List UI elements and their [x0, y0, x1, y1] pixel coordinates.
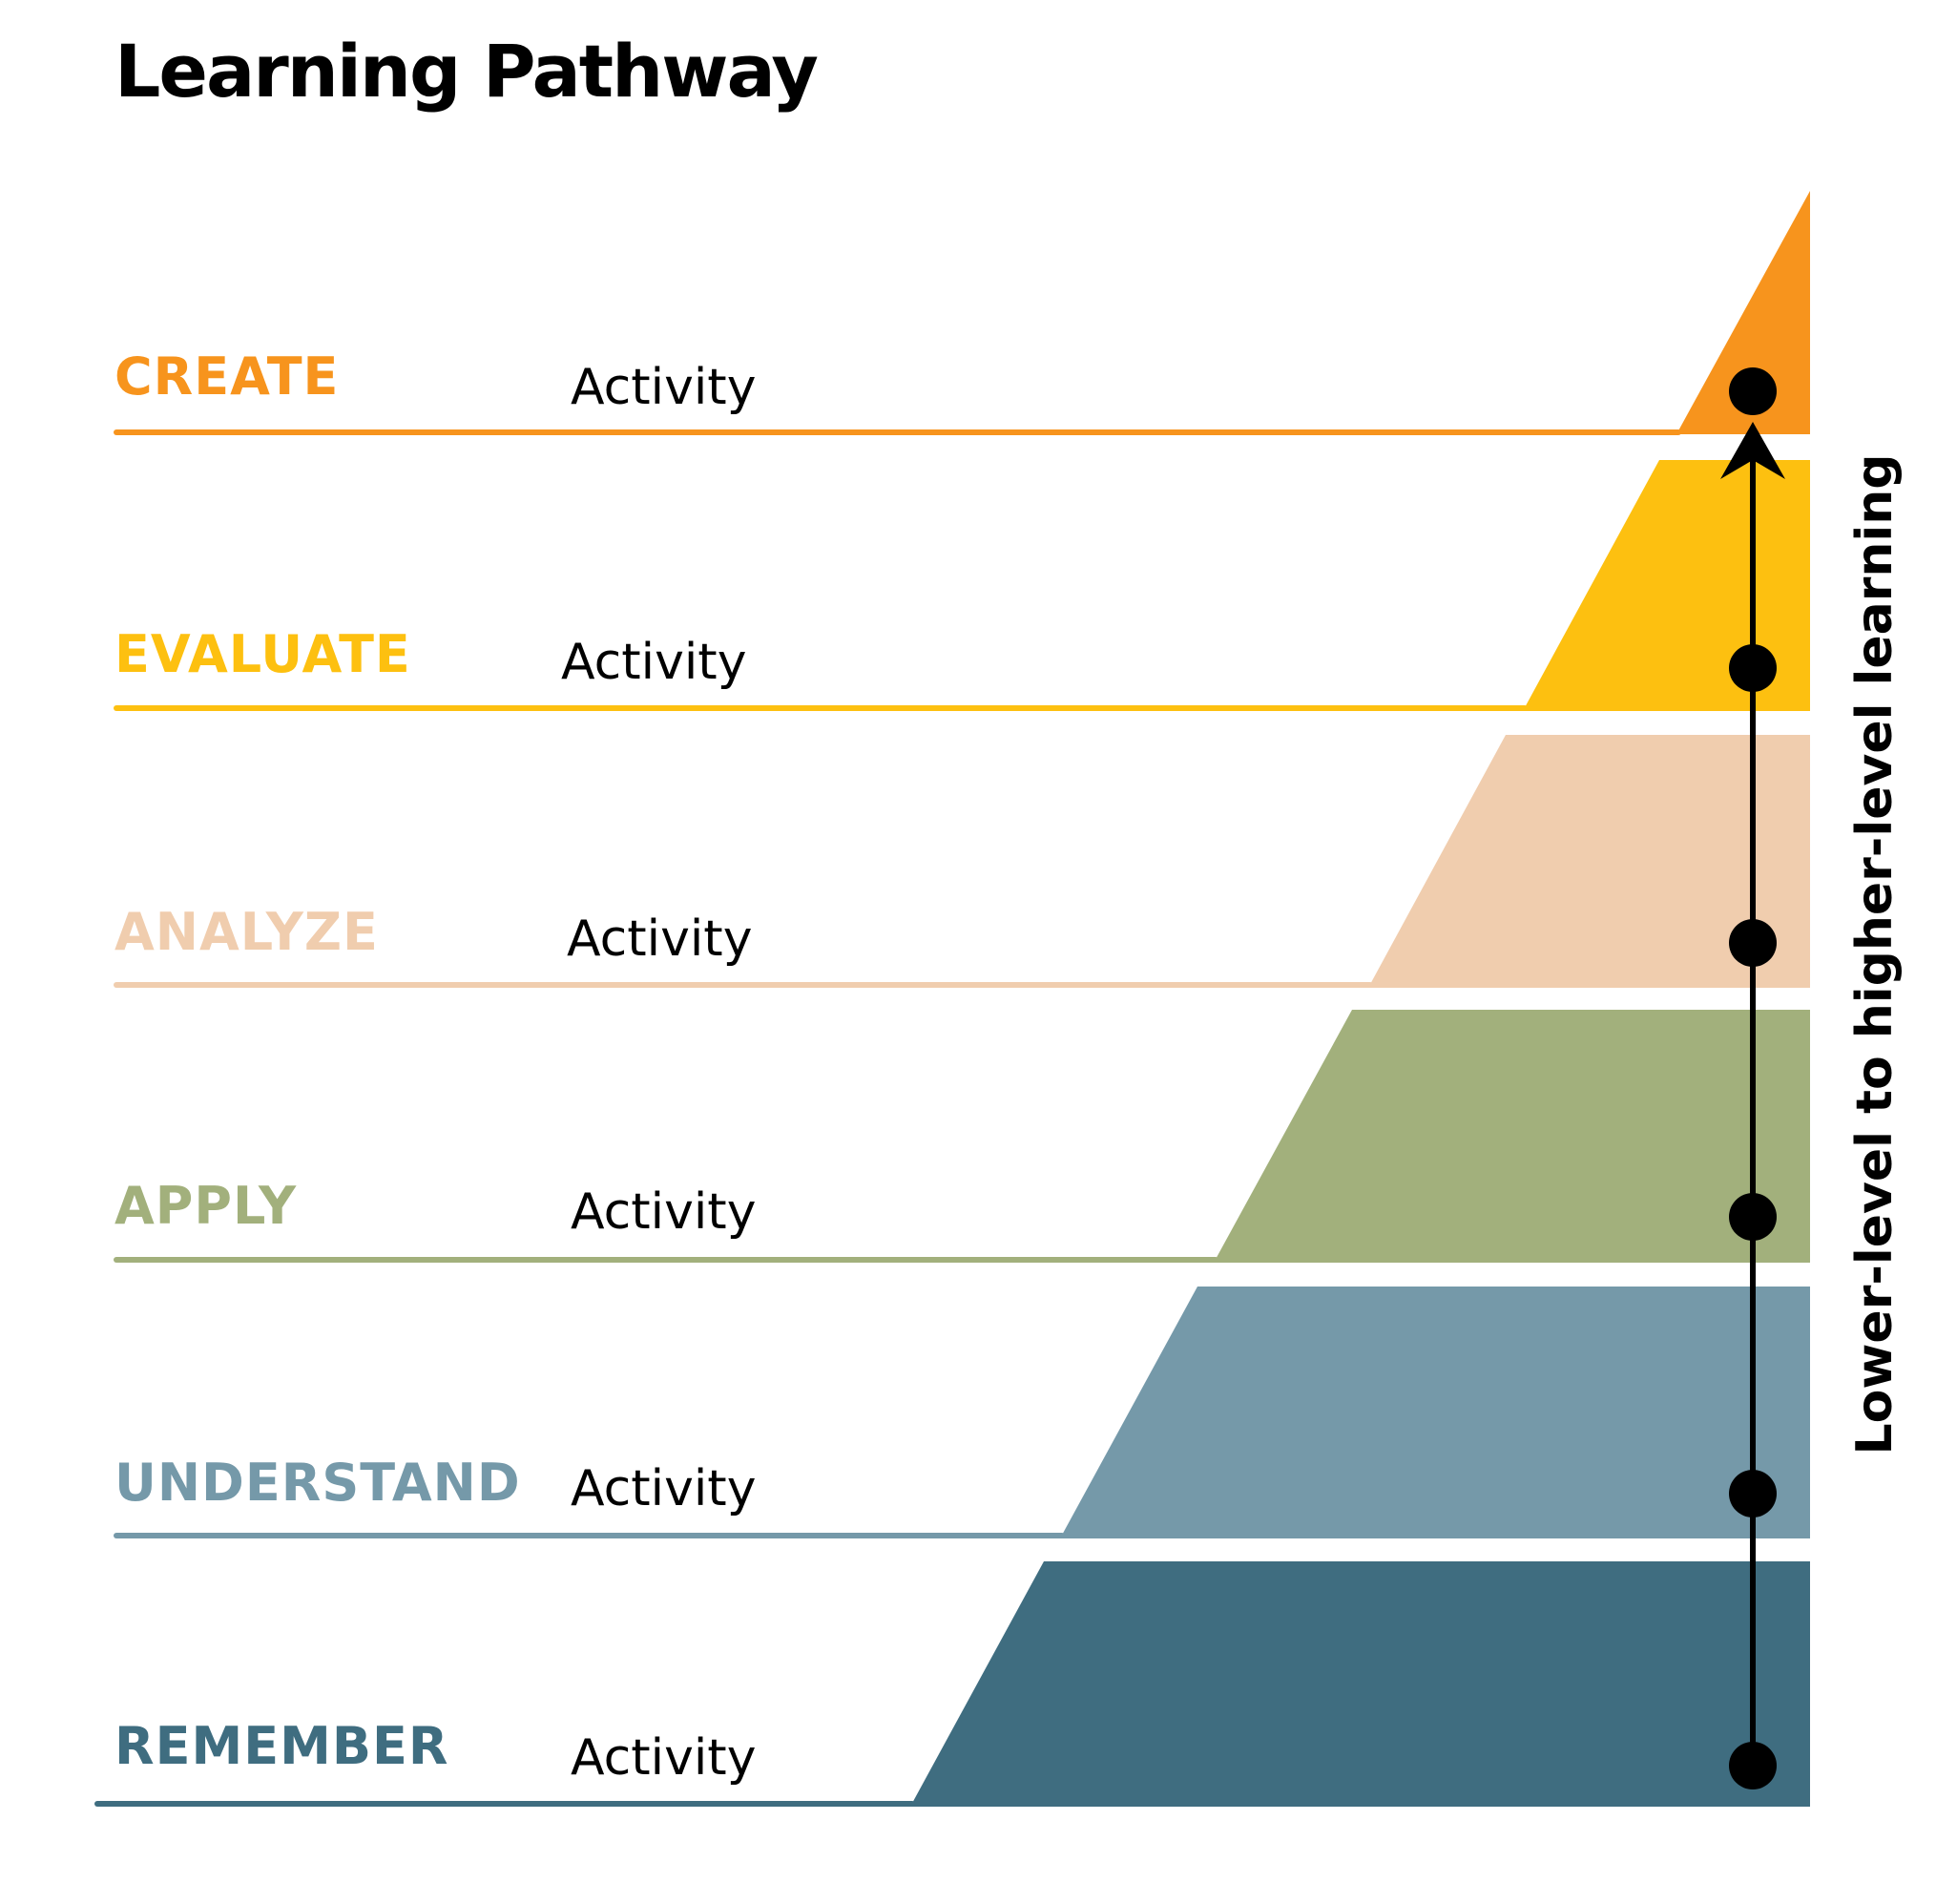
level-label-remember: REMEMBER — [114, 1716, 449, 1776]
diagram-title: Learning Pathway — [114, 29, 819, 114]
level-label-analyze: ANALYZE — [114, 902, 379, 962]
band-understand — [1060, 1287, 1810, 1538]
level-label-understand: UNDERSTAND — [114, 1453, 521, 1513]
level-label-create: CREATE — [114, 346, 340, 407]
activity-understand: Activity — [571, 1460, 757, 1517]
axis-label: Lower-level to higher-level learning — [1846, 453, 1904, 1455]
activity-remember: Activity — [571, 1729, 757, 1787]
dot-understand — [1729, 1470, 1777, 1517]
activity-analyze: Activity — [567, 910, 753, 968]
band-analyze — [1368, 735, 1810, 988]
dot-apply — [1729, 1193, 1777, 1241]
activity-evaluate: Activity — [561, 634, 747, 691]
level-label-apply: APPLY — [114, 1176, 298, 1236]
dot-analyze — [1729, 919, 1777, 967]
band-apply — [1214, 1010, 1810, 1263]
band-create — [1676, 191, 1810, 434]
level-label-evaluate: EVALUATE — [114, 624, 411, 684]
activity-create: Activity — [571, 359, 757, 416]
activity-apply: Activity — [571, 1183, 757, 1241]
dot-create — [1729, 367, 1777, 415]
dot-remember — [1729, 1742, 1777, 1789]
dot-evaluate — [1729, 644, 1777, 692]
band-remember — [910, 1561, 1810, 1807]
band-evaluate — [1523, 460, 1810, 711]
arrow-head-icon — [1720, 422, 1785, 479]
